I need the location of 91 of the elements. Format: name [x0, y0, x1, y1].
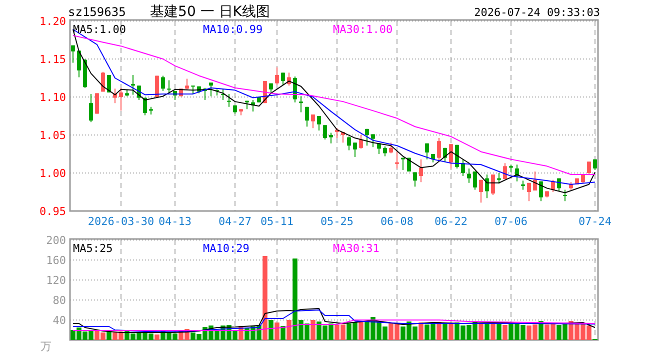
candlestick — [227, 93, 231, 108]
candlestick — [479, 179, 483, 204]
x-tick-label: 05-25 — [320, 215, 354, 228]
bar — [310, 320, 316, 340]
candlestick — [467, 168, 471, 184]
x-tick-label: 06-08 — [380, 215, 414, 228]
y-tick-label: 80 — [52, 294, 66, 307]
candlestick — [353, 142, 357, 158]
bar — [442, 322, 448, 340]
candlestick — [89, 93, 93, 123]
candlestick — [359, 134, 363, 150]
y-axis-title: 万 — [40, 340, 52, 353]
candlestick — [329, 132, 333, 144]
candlestick — [425, 142, 429, 160]
line-series — [72, 320, 596, 331]
y-tick-label: 0.95 — [40, 205, 66, 218]
bar — [490, 324, 496, 340]
text: MA10:29 — [203, 242, 250, 255]
x-tick-label: 05-11 — [260, 215, 294, 228]
y-tick-label: 200 — [46, 234, 66, 247]
text: MA30:1.00 — [333, 23, 393, 36]
bar — [268, 320, 274, 340]
bar — [484, 324, 490, 340]
x-tick-label: 2026-03-30 — [88, 215, 154, 228]
bar — [280, 326, 286, 340]
candlestick — [437, 138, 441, 162]
candlestick — [587, 161, 591, 174]
text: MA30:31 — [333, 242, 380, 255]
candlestick — [371, 134, 375, 148]
candlestick — [131, 74, 135, 96]
text: MA10:0.99 — [203, 23, 263, 36]
y-tick-label: 1.05 — [40, 129, 66, 142]
candlestick — [119, 87, 123, 112]
candlestick — [395, 151, 399, 169]
candlestick — [209, 82, 213, 97]
candlestick — [419, 158, 423, 183]
y-tick-label: 40 — [52, 314, 66, 327]
bar — [502, 325, 508, 340]
candlestick — [527, 182, 531, 202]
y-tick-label: 160 — [46, 254, 66, 267]
candlestick — [449, 144, 453, 169]
bar — [448, 324, 454, 340]
candlestick — [365, 128, 369, 146]
y-tick-label: 1.00 — [40, 167, 66, 180]
candlestick — [161, 75, 165, 92]
series-label: MA5:1.00 — [73, 23, 126, 36]
candlestick — [413, 172, 417, 188]
candlestick — [143, 97, 147, 116]
candlestick — [299, 96, 303, 113]
candlestick — [563, 189, 567, 202]
candlestick — [311, 114, 315, 129]
candlestick — [71, 44, 75, 64]
chart-title: 基建50 一 日K线图 — [150, 4, 270, 20]
y-tick-label: 1.10 — [40, 91, 66, 104]
candlestick — [473, 170, 477, 190]
x-tick-label: 04-27 — [218, 215, 252, 228]
x-tick-label: 07-06 — [494, 215, 528, 228]
x-tick-label: 07-24 — [578, 215, 612, 228]
text: 2026-07-24 09:33:03 — [474, 6, 600, 19]
bar — [262, 256, 268, 340]
candlestick — [461, 158, 465, 177]
bar — [154, 334, 160, 340]
text: MA5:25 — [73, 242, 113, 255]
candlestick — [491, 174, 495, 196]
candlestick — [389, 142, 393, 154]
bar — [286, 320, 292, 340]
y-tick-label: 1.20 — [40, 15, 66, 28]
bar — [358, 322, 364, 340]
candlestick — [113, 88, 117, 104]
candlestick — [281, 72, 285, 86]
candlestick — [521, 180, 525, 190]
candlestick — [497, 172, 501, 184]
candlestick — [383, 146, 387, 157]
candlestick — [401, 157, 405, 170]
candlestick — [533, 170, 537, 191]
y-tick-label: 1.15 — [40, 53, 66, 66]
y-tick-label: 120 — [46, 274, 66, 287]
candlestick — [317, 116, 321, 131]
x-tick-label: 06-22 — [434, 215, 468, 228]
candlestick — [323, 124, 327, 140]
candlestick — [185, 78, 189, 90]
candlestick — [305, 106, 309, 128]
x-tick-label: 04-13 — [158, 215, 192, 228]
candlestick — [347, 136, 351, 151]
bar — [274, 322, 280, 340]
bar — [418, 322, 424, 340]
text: sz159635 — [68, 5, 126, 19]
candlestick — [503, 162, 507, 180]
candlestick — [275, 66, 279, 86]
bar — [478, 322, 484, 340]
candlestick — [167, 80, 171, 94]
